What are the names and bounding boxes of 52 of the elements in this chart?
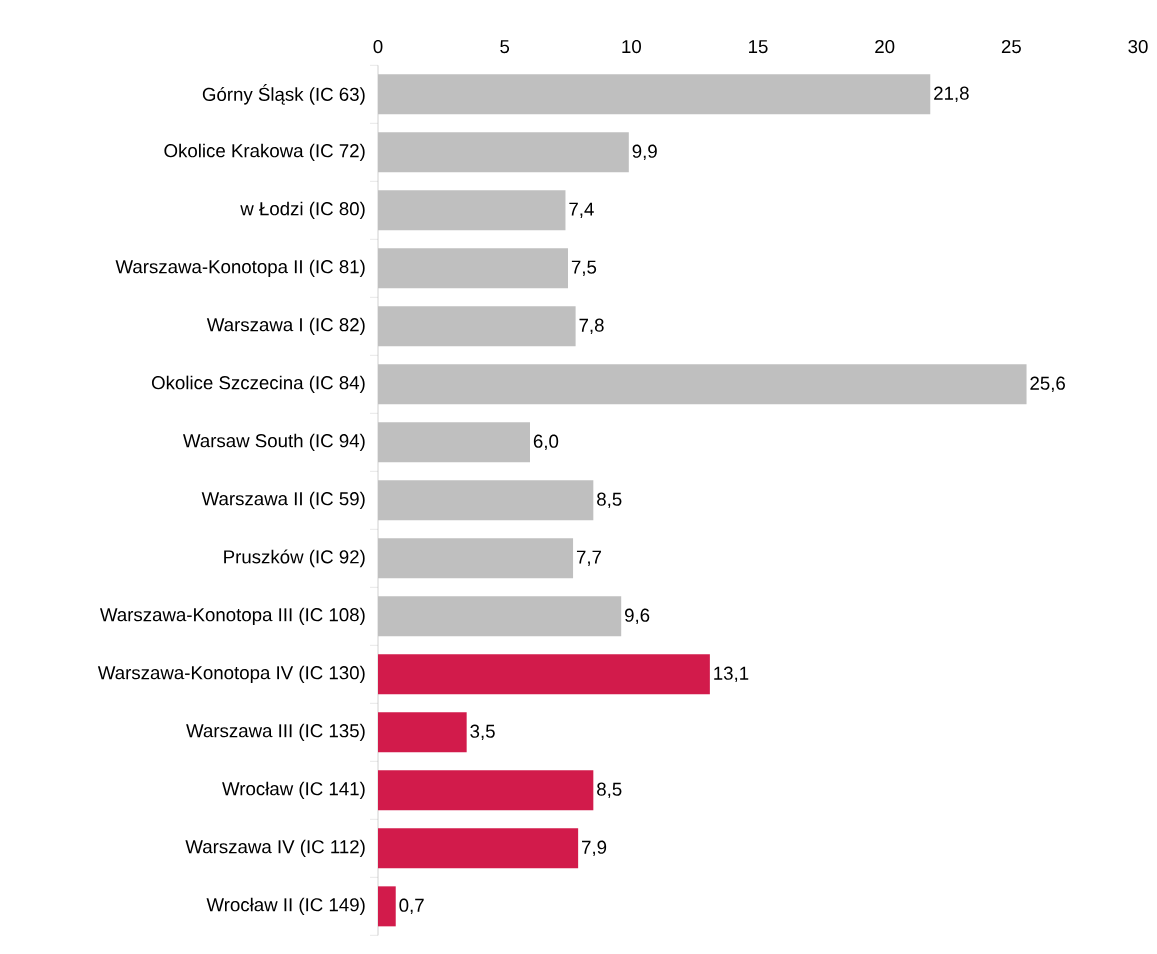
y-tick-label: Warszawa-Konotopa IV (IC 130) (97, 665, 365, 684)
y-tick-label: Warsaw South (IC 94) (182, 433, 365, 452)
data-label: 0,7 (399, 898, 424, 915)
bar (378, 828, 579, 869)
bar (378, 596, 622, 637)
data-label: 7,4 (569, 202, 594, 218)
x-tick-label: 10 (622, 39, 641, 54)
data-label: 7,8 (579, 318, 604, 335)
y-tick-label: Warszawa-Konotopa III (IC 108) (99, 607, 365, 626)
bar (378, 248, 568, 289)
y-tick-label: Warszawa-Konotopa II (IC 81) (115, 259, 365, 278)
bar (378, 132, 629, 173)
x-tick-label: 30 (1128, 39, 1148, 54)
y-tick-label: Okolice Szczecina (IC 84) (151, 375, 365, 394)
bar (378, 654, 710, 695)
data-label: 8,5 (597, 492, 622, 509)
data-label: 9,6 (625, 608, 650, 625)
data-label: 9,9 (632, 144, 657, 161)
data-label: 7,9 (582, 840, 607, 857)
x-tick-label: 20 (875, 39, 895, 54)
y-tick-label: Okolice Krakowa (IC 72) (164, 143, 365, 162)
data-label: 25,6 (1030, 376, 1065, 393)
y-tick-label: Pruszków (IC 92) (224, 549, 365, 568)
bar (378, 538, 574, 579)
x-tick-label: 5 (500, 40, 510, 54)
bar (378, 770, 594, 811)
y-tick-label: Warszawa III (IC 135) (186, 723, 365, 742)
x-tick-label: 0 (373, 39, 383, 54)
data-label: 3,5 (470, 724, 495, 741)
y-tick-label: Wrocław II (IC 149) (206, 897, 365, 916)
bar (378, 306, 576, 347)
bar (378, 74, 931, 115)
y-tick-label: Warszawa II (IC 59) (201, 491, 365, 510)
y-tick-label: Warszawa I (IC 82) (206, 317, 365, 336)
x-tick-label: 25 (1001, 39, 1021, 54)
y-tick-label: w Łodzi (IC 80) (240, 201, 365, 220)
data-label: 8,5 (597, 782, 622, 799)
bar (378, 712, 467, 753)
data-label: 7,7 (576, 550, 602, 566)
y-tick-label: Górny Śląsk (IC 63) (202, 84, 365, 105)
y-tick-label: Warszawa IV (IC 112) (185, 839, 365, 858)
y-tick-label: Wrocław (IC 141) (222, 781, 365, 800)
bar (378, 364, 1027, 405)
x-tick-label: 15 (749, 40, 768, 54)
data-label: 21,8 (934, 86, 969, 103)
bar (378, 190, 566, 231)
bar (378, 886, 396, 927)
bar (378, 422, 530, 463)
data-label: 13,1 (714, 666, 749, 683)
data-label: 7,5 (571, 260, 597, 276)
data-label: 6,0 (533, 434, 559, 451)
bar (378, 480, 594, 521)
